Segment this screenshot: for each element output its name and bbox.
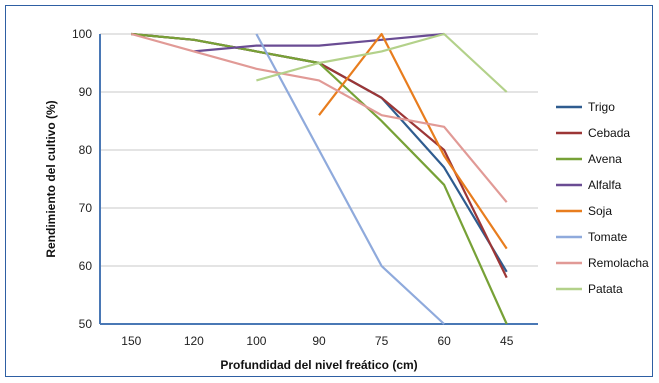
y-tick-labels: 50 60 70 80 90 100 [72,27,92,331]
y-tick-label: 80 [79,143,93,157]
legend-label-tomate: Tomate [588,230,628,244]
axes [99,34,538,325]
x-tick-label: 90 [312,334,326,348]
x-tick-label: 75 [375,334,389,348]
x-tick-label: 100 [246,334,266,348]
x-tick-label: 45 [500,334,514,348]
series-line-alfalfa [193,32,445,53]
gridlines [100,33,538,267]
legend-label-soja: Soja [588,204,612,218]
series-line-cebada [131,32,508,279]
y-tick-label: 90 [79,85,93,99]
legend: Trigo Cebada Avena Alfalfa Soja Tomate Remolac… [556,100,649,296]
legend-label-patata: Patata [588,282,623,296]
x-tick-label: 150 [121,334,141,348]
y-axis-title: Rendimiento del cultivo (%) [44,100,58,257]
legend-label-trigo: Trigo [588,100,615,114]
y-tick-label: 50 [79,317,93,331]
series-line-soja [318,32,508,250]
series-lines [131,32,508,325]
legend-label-avena: Avena [588,152,622,166]
series-line-patata [256,32,508,93]
x-axis-title: Profundidad del nivel freático (cm) [220,358,417,372]
series-line-remolacha [131,32,508,203]
chart-frame [5,5,653,377]
series-line-trigo [131,32,508,273]
x-tick-label: 120 [184,334,204,348]
x-tick-labels: 150 120 100 90 75 60 45 [121,334,513,348]
y-tick-label: 70 [79,201,93,215]
legend-label-remolacha: Remolacha [588,256,649,270]
y-tick-label: 60 [79,259,93,273]
series-line-tomate [255,33,445,325]
y-tick-label: 100 [72,27,92,41]
legend-label-cebada: Cebada [588,126,630,140]
x-tick-label: 60 [437,334,451,348]
legend-label-alfalfa: Alfalfa [588,178,622,192]
